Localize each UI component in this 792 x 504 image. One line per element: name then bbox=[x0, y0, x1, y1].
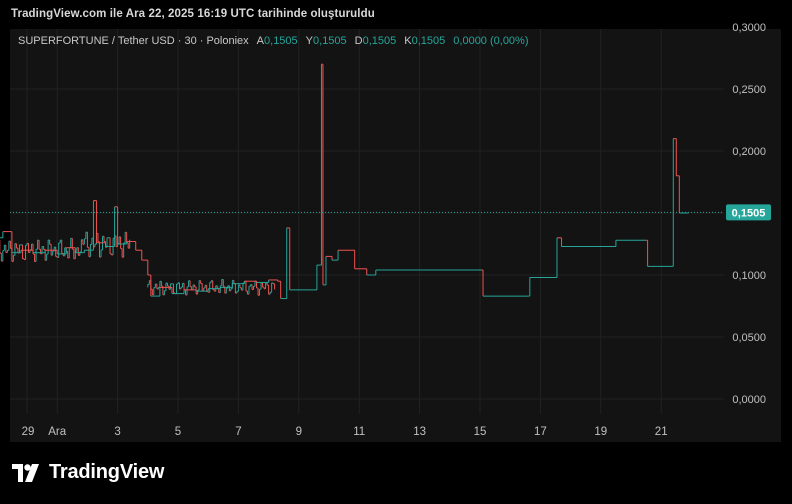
y-tick-label: 0,0500 bbox=[732, 332, 766, 344]
low-value: 0,1505 bbox=[362, 35, 397, 47]
x-tick-label: 29 bbox=[22, 426, 35, 438]
x-tick-label: 21 bbox=[655, 426, 668, 438]
price-series bbox=[0, 63, 689, 300]
y-tick-label: 0,1000 bbox=[732, 270, 766, 282]
y-tick-label: 0,3000 bbox=[732, 22, 766, 34]
tradingview-logo-text: TradingView bbox=[49, 461, 165, 483]
x-tick-label: Ara bbox=[48, 426, 67, 438]
tradingview-logo-icon bbox=[12, 463, 39, 482]
x-tick-label: 19 bbox=[594, 426, 607, 438]
y-tick-label: 0,0000 bbox=[732, 394, 766, 406]
y-tick-label: 0,2000 bbox=[732, 146, 766, 158]
change-value: 0,0000 (0,00%) bbox=[453, 35, 529, 47]
last-price-badge-bg bbox=[726, 204, 771, 221]
x-tick-label: 9 bbox=[296, 426, 302, 438]
x-tick-label: 11 bbox=[353, 426, 365, 438]
last-price-badge-text: 0,1505 bbox=[732, 207, 766, 219]
ohlc-legend: SUPERFORTUNE / Tether USD · 30 · Polonie… bbox=[18, 35, 529, 47]
x-tick-label: 15 bbox=[474, 426, 487, 438]
high-value: 0,1505 bbox=[313, 35, 347, 47]
symbol-info[interactable]: SUPERFORTUNE / Tether USD · 30 · Polonie… bbox=[18, 35, 249, 47]
chart-caption: TradingView.com ile Ara 22, 2025 16:19 U… bbox=[11, 8, 375, 20]
last-price-badge: 0,1505 bbox=[726, 204, 771, 221]
tradingview-logo[interactable]: TradingView bbox=[12, 461, 164, 484]
x-tick-label: 13 bbox=[413, 426, 426, 438]
close-label: K bbox=[404, 35, 412, 47]
chart-panel[interactable] bbox=[10, 29, 781, 442]
low-label: D bbox=[354, 35, 363, 47]
y-tick-label: 0,2500 bbox=[732, 84, 766, 96]
x-axis: 29 Ara 3 5 7 9 11 13 15 17 19 21 bbox=[22, 426, 668, 438]
close-value: 0,1505 bbox=[411, 35, 446, 47]
open-label: A bbox=[256, 35, 265, 47]
high-label: Y bbox=[305, 35, 314, 47]
x-tick-label: 7 bbox=[235, 426, 241, 438]
x-tick-label: 17 bbox=[534, 426, 547, 438]
x-tick-label: 5 bbox=[175, 426, 181, 438]
grid-lines bbox=[10, 29, 724, 414]
x-tick-label: 3 bbox=[114, 426, 120, 438]
open-value: 0,1505 bbox=[264, 35, 298, 47]
